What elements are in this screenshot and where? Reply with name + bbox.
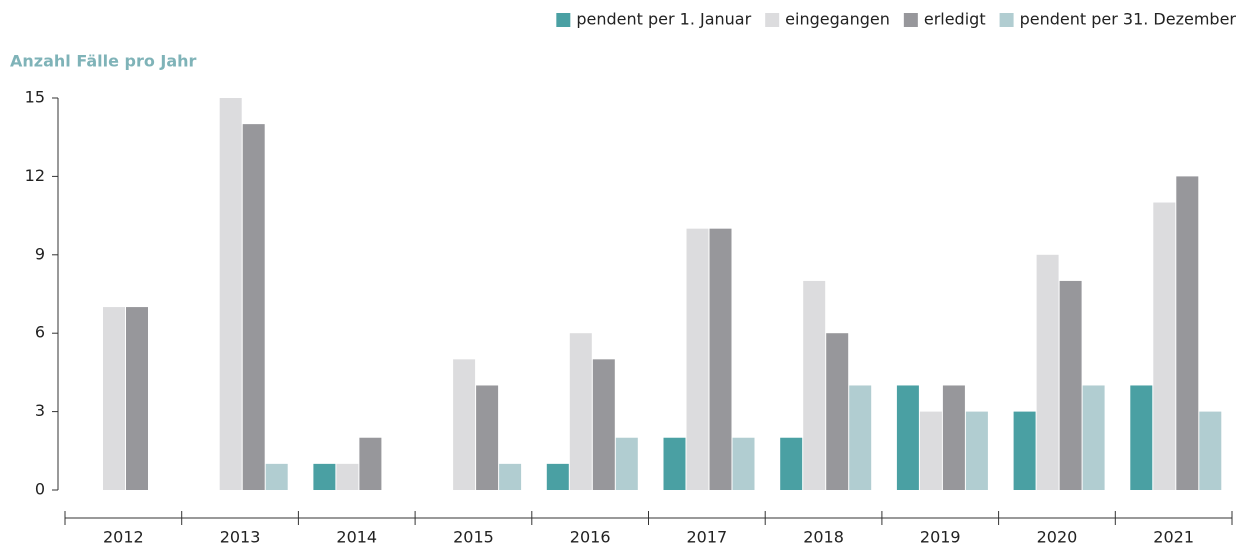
bar [265, 463, 288, 490]
y-tick-label: 15 [25, 88, 45, 107]
legend-swatch [556, 13, 571, 27]
bar [965, 411, 988, 490]
bar [663, 437, 686, 490]
x-tick-label: 2015 [453, 528, 494, 547]
bar [896, 385, 919, 490]
bar [686, 228, 709, 490]
bar [826, 333, 849, 490]
x-tick-label: 2020 [1037, 528, 1078, 547]
bar [1059, 280, 1082, 490]
y-tick-label: 0 [35, 480, 45, 499]
legend-label: erledigt [924, 10, 986, 29]
bar [569, 333, 592, 490]
bar [1176, 176, 1199, 490]
bar [1082, 385, 1105, 490]
legend-swatch [903, 13, 918, 27]
bar [709, 228, 732, 490]
y-tick-label: 3 [35, 401, 45, 420]
bar [476, 385, 499, 490]
bar [546, 463, 569, 490]
bar [592, 359, 615, 490]
legend-swatch [765, 13, 780, 27]
x-tick-label: 2019 [920, 528, 961, 547]
bar [732, 437, 755, 490]
x-tick-label: 2013 [220, 528, 261, 547]
bar [242, 124, 265, 490]
bar [1013, 411, 1036, 490]
bar [499, 463, 522, 490]
x-tick-label: 2021 [1153, 528, 1194, 547]
bar [780, 437, 803, 490]
y-tick-label: 6 [35, 323, 45, 342]
bar [126, 307, 148, 490]
legend-label: eingegangen [785, 10, 890, 29]
bar [919, 411, 942, 490]
x-tick-label: 2014 [336, 528, 377, 547]
bar [103, 307, 125, 490]
legend-label: pendent per 31. Dezember [1020, 10, 1237, 29]
x-tick-label: 2018 [803, 528, 844, 547]
bar [1153, 202, 1176, 491]
x-tick-label: 2016 [570, 528, 611, 547]
legend-swatch [999, 13, 1014, 27]
x-tick-label: 2017 [686, 528, 727, 547]
bar [453, 359, 476, 490]
bar [1036, 254, 1059, 490]
bar [219, 98, 242, 490]
bar [1130, 385, 1153, 490]
bar [942, 385, 965, 490]
bar [1199, 411, 1222, 490]
bar [313, 463, 336, 490]
bar [803, 280, 826, 490]
bar [359, 437, 382, 490]
legend-label: pendent per 1. Januar [576, 10, 751, 29]
x-tick-label: 2012 [103, 528, 144, 547]
bar [615, 437, 638, 490]
bar [336, 463, 359, 490]
y-tick-label: 12 [25, 166, 45, 185]
chart-title: Anzahl Fälle pro Jahr [10, 52, 197, 71]
bar [849, 385, 872, 490]
y-tick-label: 9 [35, 244, 45, 263]
